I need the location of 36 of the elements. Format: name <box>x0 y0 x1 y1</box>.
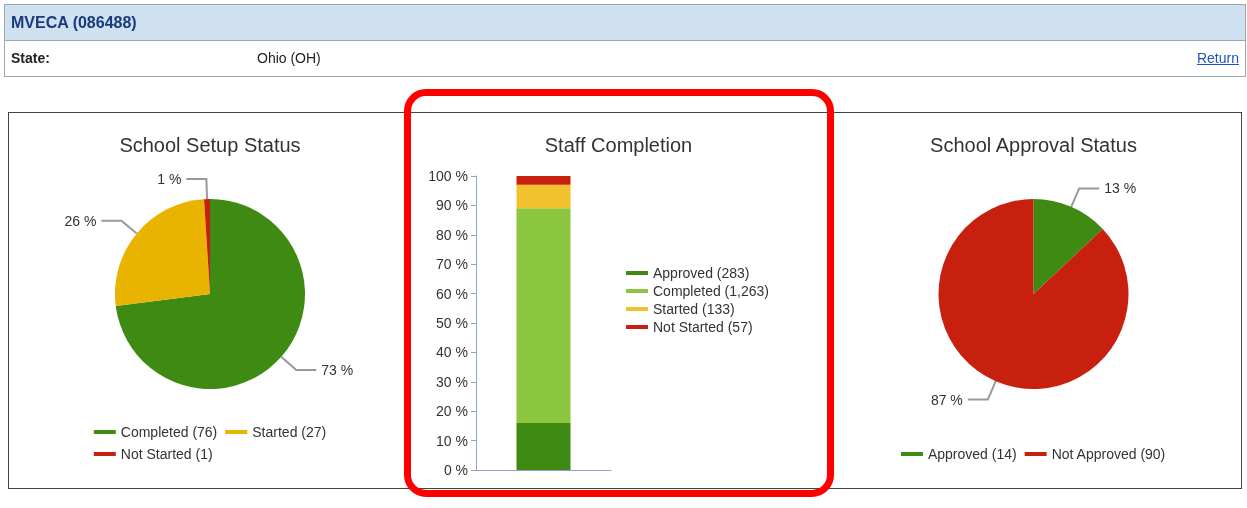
chart-title: School Approval Status <box>930 134 1137 156</box>
y-tick-label: 40 % <box>436 344 468 361</box>
bar <box>516 422 571 470</box>
bar <box>516 176 571 185</box>
legend-label: Not Started (57) <box>653 319 753 335</box>
data-label: 26 % <box>64 212 97 229</box>
text: MVECA (086488) <box>5 5 1245 41</box>
chart-title: Staff Completion <box>544 134 693 156</box>
data-label: 13 % <box>1104 180 1137 197</box>
y-tick-label: 30 % <box>436 373 468 390</box>
data-label: 1 % <box>157 171 182 188</box>
legend-label: Completed (76) <box>120 424 218 440</box>
legend-label: Not Approved (90) <box>1051 446 1166 462</box>
bar <box>516 184 571 209</box>
text: Ohio (OH) <box>257 49 321 68</box>
legend-label: Started (27) <box>252 424 327 440</box>
chart-title: School Setup Status <box>119 134 301 156</box>
legend-label: Not Started (1) <box>120 446 213 462</box>
legend-label: Completed (1,263) <box>653 283 769 299</box>
y-tick-label: 100 % <box>428 168 468 184</box>
y-tick-label: 50 % <box>436 315 468 331</box>
text: Return <box>1196 49 1239 68</box>
y-tick-label: 20 % <box>436 403 468 420</box>
y-tick-label: 80 % <box>436 226 468 243</box>
data-label: 87 % <box>930 391 963 408</box>
legend-label: Approved (14) <box>927 446 1017 462</box>
bar <box>516 208 571 423</box>
legend-label: Started (133) <box>653 301 735 317</box>
data-label: 73 % <box>321 362 354 379</box>
y-tick-label: 70 % <box>436 256 468 273</box>
legend-label: Approved (283) <box>653 265 750 281</box>
y-tick-label: 0 % <box>443 462 468 478</box>
text: State: <box>11 49 50 68</box>
y-tick-label: 90 % <box>436 197 468 214</box>
y-tick-label: 60 % <box>436 285 468 302</box>
y-tick-label: 10 % <box>436 432 468 449</box>
